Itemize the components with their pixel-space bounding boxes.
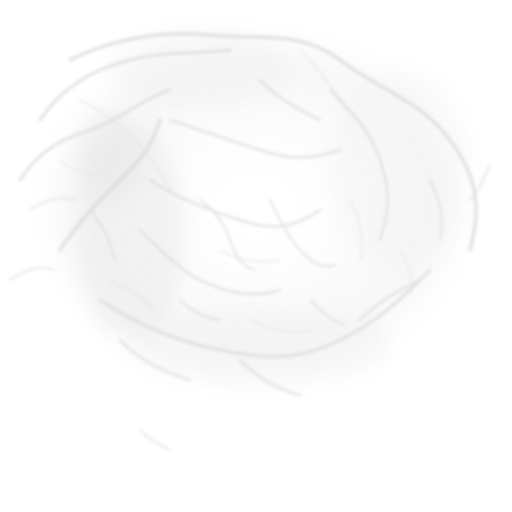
- smoke-strands: [9, 32, 491, 451]
- smoke-wisps: [59, 49, 413, 333]
